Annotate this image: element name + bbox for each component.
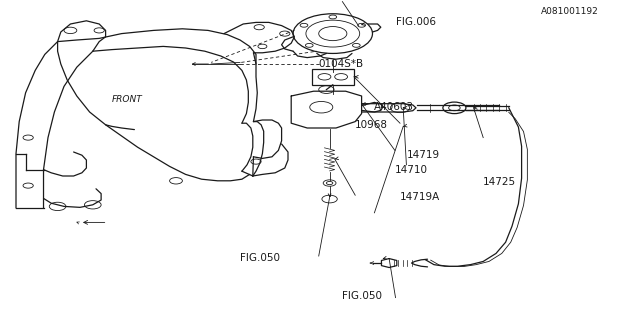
Text: FIG.050: FIG.050 bbox=[240, 252, 280, 263]
Text: 14725: 14725 bbox=[483, 177, 516, 188]
Text: 14719A: 14719A bbox=[400, 192, 440, 202]
Text: FRONT: FRONT bbox=[112, 95, 143, 104]
Text: 14710: 14710 bbox=[395, 164, 428, 175]
Text: FIG.050: FIG.050 bbox=[342, 291, 383, 301]
Text: 0104S*B: 0104S*B bbox=[319, 59, 364, 69]
Text: A40603: A40603 bbox=[374, 102, 415, 112]
Text: FIG.006: FIG.006 bbox=[396, 17, 435, 28]
Text: A081001192: A081001192 bbox=[541, 7, 598, 16]
Text: 14719: 14719 bbox=[406, 150, 440, 160]
Text: 10968: 10968 bbox=[355, 120, 388, 130]
